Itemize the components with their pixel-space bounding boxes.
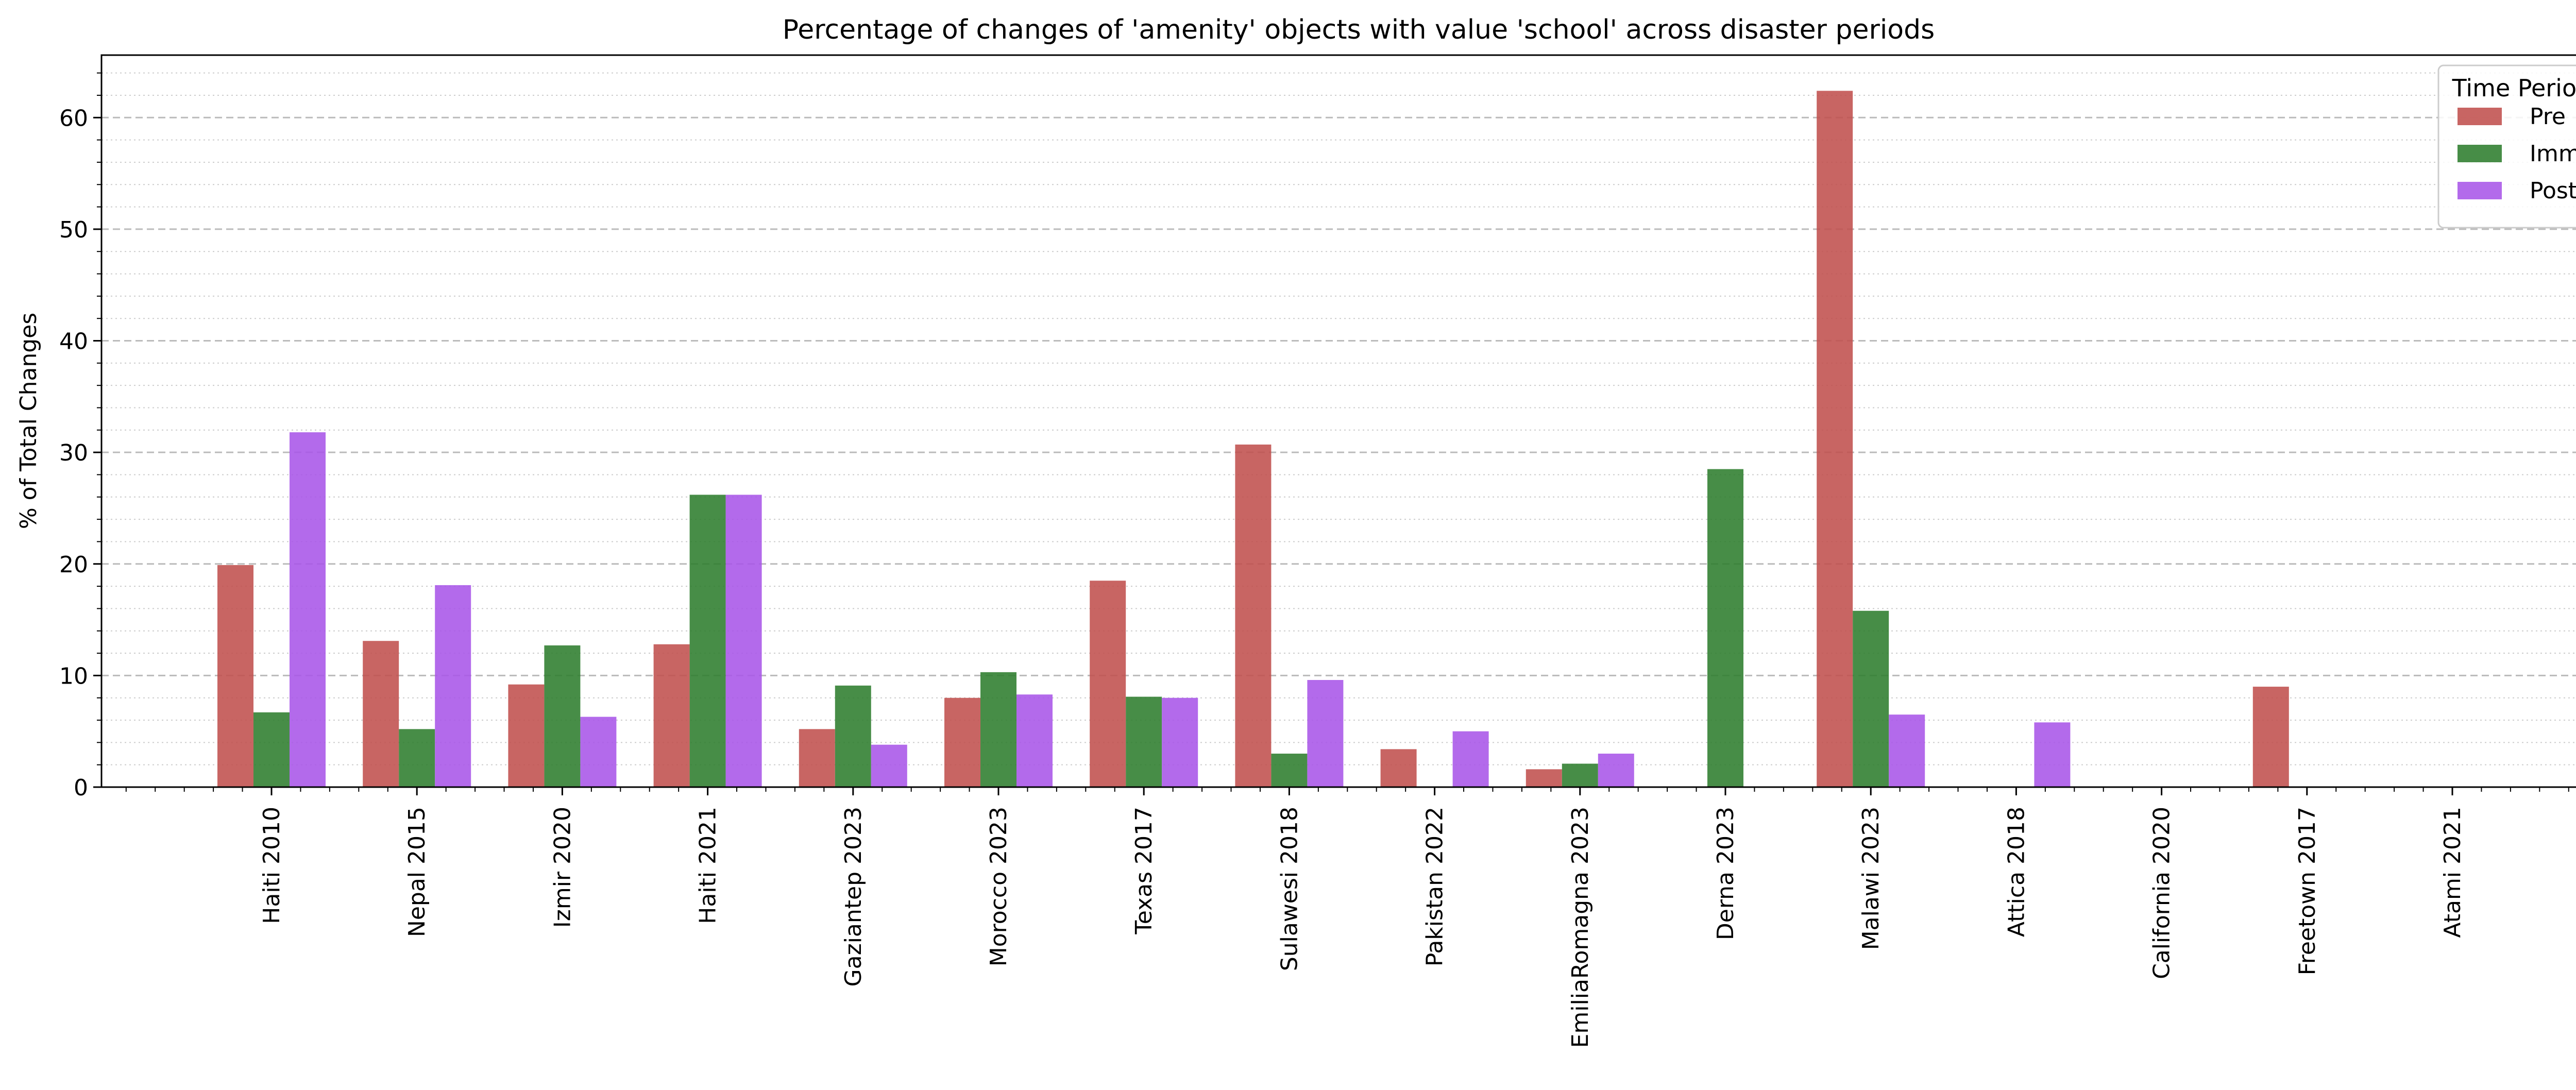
bar-imm — [980, 672, 1016, 787]
bar-imm — [1707, 469, 1743, 787]
bar-post — [1016, 694, 1053, 787]
x-tick-label: Haiti 2010 — [259, 807, 285, 924]
bar-post — [1889, 714, 1925, 787]
bar-pre — [653, 644, 690, 787]
x-tick-label: Texas 2017 — [1131, 807, 1157, 935]
bar-post — [1162, 697, 1198, 787]
bar-pre — [1526, 769, 1562, 787]
bar-post — [1452, 731, 1489, 787]
plot-area-frame — [100, 54, 2576, 788]
legend-swatch-pre — [2458, 108, 2502, 125]
grid-lines — [101, 72, 2576, 765]
y-axis: 0 10 20 30 40 50 60 — [59, 72, 101, 801]
y-tick-label: 30 — [59, 440, 88, 466]
bar-post — [580, 717, 617, 787]
legend-label-imm[interactable]: Imm — [2530, 141, 2576, 167]
legend[interactable]: Time Period Pre Imm Post — [2437, 64, 2576, 229]
x-tick-label: Attica 2018 — [2003, 807, 2029, 937]
y-tick-label: 60 — [59, 105, 88, 131]
bar-imm — [544, 645, 581, 787]
x-axis: Haiti 2010 Nepal 2015 Izmir 2020 Haiti 2021… — [125, 787, 2569, 1048]
legend-title: Time Period — [2452, 74, 2576, 102]
bar-imm — [835, 685, 871, 787]
x-tick-label: Atami 2021 — [2439, 807, 2466, 938]
bar-post — [1307, 680, 1344, 787]
legend-label-post[interactable]: Post — [2530, 178, 2576, 204]
bar-pre — [508, 684, 545, 787]
bar-post — [725, 495, 762, 787]
bar-imm — [399, 729, 435, 787]
bar-pre — [1380, 749, 1417, 787]
legend-swatch-imm — [2458, 145, 2502, 162]
bar-imm — [1853, 610, 1889, 787]
x-tick-label: Derna 2023 — [1713, 807, 1739, 940]
x-tick-label: EmiliaRomagna 2023 — [1567, 807, 1594, 1048]
legend-swatch-post — [2458, 182, 2502, 199]
bar-post — [1598, 754, 1634, 787]
x-tick-label: Malawi 2023 — [1858, 807, 1884, 950]
bar-imm — [689, 495, 726, 787]
bar-imm — [1271, 754, 1308, 787]
legend-label-pre[interactable]: Pre — [2530, 104, 2566, 130]
x-tick-label: Nepal 2015 — [404, 807, 430, 937]
x-tick-label: Gaziantep 2023 — [840, 807, 867, 986]
bar-pre — [944, 697, 980, 787]
x-tick-label: Freetown 2017 — [2294, 807, 2320, 975]
bar-pre — [1090, 581, 1126, 787]
bar-post — [871, 744, 907, 787]
bar-pre — [1235, 444, 1272, 787]
bar-post — [435, 585, 471, 787]
y-tick-label: 10 — [59, 663, 88, 689]
y-tick-label: 20 — [59, 552, 88, 578]
bar-pre — [799, 729, 835, 787]
x-tick-label: Izmir 2020 — [549, 807, 575, 928]
chart-title: Percentage of changes of 'amenity' objec… — [783, 14, 1935, 45]
x-tick-label: California 2020 — [2149, 807, 2175, 979]
bar-imm — [1562, 763, 1598, 787]
y-tick-label: 50 — [59, 217, 88, 243]
y-axis-label: % of Total Changes — [15, 313, 42, 529]
x-tick-label: Sulawesi 2018 — [1276, 807, 1302, 971]
bar-imm — [1126, 696, 1162, 787]
bars — [217, 91, 2289, 787]
y-tick-label: 0 — [74, 775, 88, 801]
bar-post — [290, 432, 326, 787]
bar-pre — [363, 641, 399, 787]
x-tick-label: Pakistan 2022 — [1422, 807, 1448, 966]
bar-pre — [1817, 91, 1853, 787]
bar-pre — [2252, 687, 2289, 787]
bar-imm — [253, 712, 290, 787]
bar-post — [2034, 722, 2071, 787]
x-tick-label: Haiti 2021 — [695, 807, 721, 924]
x-tick-label: Morocco 2023 — [986, 807, 1012, 966]
y-tick-label: 40 — [59, 329, 88, 355]
bar-pre — [217, 565, 253, 787]
